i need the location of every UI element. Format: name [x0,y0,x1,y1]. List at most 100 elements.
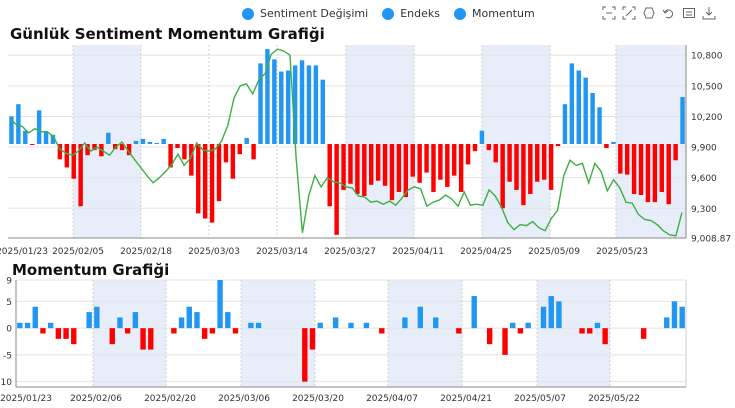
sentiment-bar [438,143,443,180]
sentiment-bar [618,143,623,174]
momentum-bar [456,328,462,334]
save-image-icon[interactable] [702,6,716,20]
background-band [93,280,166,387]
momentum-bar [471,296,477,329]
x-tick-label: 2025/03/20 [292,394,344,404]
restore-icon[interactable] [662,6,676,20]
sentiment-bar [292,65,298,144]
momentum-bar [232,328,239,334]
momentum-bar [63,328,69,339]
sentiment-bar [209,143,215,223]
x-tick-label: 2025/05/23 [596,247,648,257]
momentum-bar [417,306,424,329]
momentum-bar [502,328,508,355]
x-tick-label: 2025/02/18 [120,247,172,257]
sentiment-bar [119,143,125,151]
momentum-bar [348,322,354,329]
toolbox [602,6,716,20]
legend-item-momentum[interactable]: Momentum [453,7,535,20]
sentiment-bar [154,142,159,144]
sentiment-bar [251,143,256,160]
momentum-bar [24,322,31,329]
x-tick-label: 2025/02/05 [52,247,104,257]
momentum-bar [302,328,308,382]
y-tick-label: -5 [3,351,12,361]
area-select-icon[interactable] [642,6,656,20]
sentiment-bar [507,143,512,182]
chart-title-momentum: Momentum Grafiği [12,261,170,279]
sentiment-bar [638,143,644,196]
x-tick-label: 2025/03/06 [218,394,270,404]
sentiment-bar [458,143,464,192]
momentum-bar [317,322,323,329]
momentum-bar [209,328,216,334]
zoom-reset-icon[interactable] [622,6,636,20]
sentiment-bar [182,143,187,160]
sentiment-bar [168,143,173,168]
sentiment-bar [313,65,319,144]
momentum-bar [248,322,254,329]
momentum-bar [602,328,608,345]
zoom-icon[interactable] [602,6,616,20]
sentiment-bar [465,143,471,165]
sentiment-bar [514,143,519,190]
momentum-bar [186,306,192,329]
sentiment-bar [133,140,139,144]
momentum-bar [124,328,131,334]
index-line [9,48,683,237]
sentiment-bar [382,143,388,186]
momentum-bar [94,306,100,329]
x-tick-label: 2025/01/23 [0,247,48,257]
momentum-bar [433,317,439,329]
sentiment-bar [528,143,533,195]
sentiment-bar [652,143,658,203]
sentiment-bar [161,138,166,144]
sentiment-bar [396,143,402,192]
legend-item-sentiment[interactable]: Sentiment Değişimi [242,7,368,20]
sentiment-bar [611,141,616,144]
momentum-bar [194,312,200,329]
momentum-bar [109,328,115,345]
sentiment-bar [285,70,291,144]
momentum-bar [55,328,62,339]
momentum-bar [309,328,316,350]
momentum-bar [255,322,262,329]
x-tick-label: 2025/03/27 [324,247,376,257]
sentiment-bar [493,143,498,163]
sentiment-bar [64,143,70,168]
legend-dot-icon [453,7,466,20]
y-tick-label: -10 [0,378,12,388]
sentiment-bar [417,143,422,183]
sentiment-bar [624,143,630,175]
x-tick-label: 2025/01/23 [0,394,52,404]
sentiment-bar [375,143,381,181]
sentiment-bar [548,143,554,190]
momentum-bar [679,306,685,329]
sentiment-bar [113,143,118,150]
background-band [346,45,414,238]
legend-dot-icon [242,7,254,20]
sentiment-bar [472,143,478,152]
momentum-bar [556,301,562,329]
x-tick-label: 2025/05/07 [514,394,566,404]
y-tick-label: 10,200 [691,113,723,123]
momentum-bar [594,322,601,329]
sentiment-bar [147,141,153,144]
sentiment-bar [562,104,568,144]
momentum-bar [86,312,92,329]
x-tick-label: 2025/04/11 [392,247,444,257]
background-band [482,45,550,238]
data-view-icon[interactable] [682,6,696,20]
x-tick-label: 2025/02/06 [70,394,122,404]
momentum-bar [201,328,208,339]
y-tick-label: 9,008.87 [691,235,731,245]
sentiment-bar [216,143,222,202]
momentum-bar [47,322,54,329]
sentiment-bar [106,132,111,144]
sentiment-bar [9,116,14,144]
sentiment-bar [126,143,132,156]
sentiment-bar [258,63,263,144]
sentiment-bar [92,143,97,151]
chart-title-sentiment: Günlük Sentiment Momentum Grafiği [10,25,325,43]
legend-item-endeks[interactable]: Endeks [382,7,440,20]
